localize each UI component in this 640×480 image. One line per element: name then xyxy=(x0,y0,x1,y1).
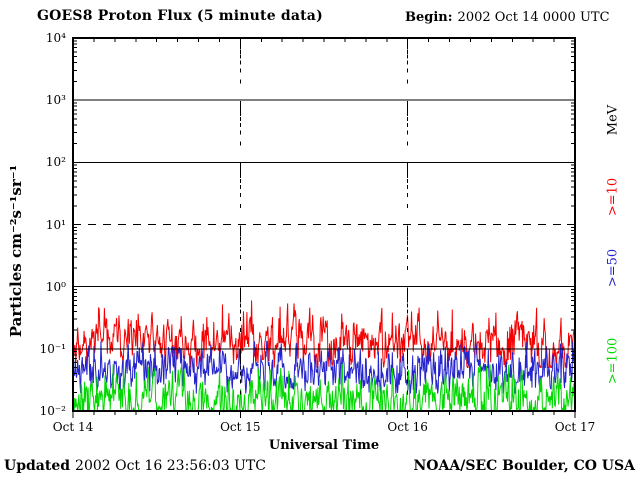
y-tick-label: 10⁻¹ xyxy=(39,341,66,356)
y-tick-label: 10⁻² xyxy=(39,404,66,418)
legend-units-label: MeV xyxy=(605,104,621,136)
begin-timestamp: Begin: 2002 Oct 14 0000 UTC xyxy=(405,10,610,25)
x-tick-label: Oct 15 xyxy=(220,420,261,434)
y-tick-label: 10⁰ xyxy=(45,279,66,294)
y-tick-label: 10² xyxy=(45,155,66,170)
legend-ge10-label: >=10 xyxy=(605,177,621,217)
series-line-gege50 xyxy=(72,340,576,394)
begin-value: 2002 Oct 14 0000 UTC xyxy=(457,10,610,25)
chart-title: GOES8 Proton Flux (5 minute data) xyxy=(37,8,323,24)
y-tick-label: 10¹ xyxy=(45,217,66,232)
series-line-gege10 xyxy=(72,300,576,368)
updated-label: Updated xyxy=(4,458,71,474)
x-tick-label: Oct 14 xyxy=(52,420,94,434)
credit-text: NOAA/SEC Boulder, CO USA xyxy=(413,458,636,474)
plot-border xyxy=(72,37,576,412)
y-tick-label: 10⁴ xyxy=(45,31,66,45)
begin-label: Begin: xyxy=(405,10,453,25)
x-tick-label: Oct 16 xyxy=(387,420,428,434)
updated-timestamp: Updated 2002 Oct 16 23:56:03 UTC xyxy=(4,458,266,474)
x-axis-title: Universal Time xyxy=(268,438,380,453)
x-tick-label: Oct 17 xyxy=(554,420,596,434)
updated-value: 2002 Oct 16 23:56:03 UTC xyxy=(75,458,266,474)
y-tick-label: 10³ xyxy=(45,93,66,108)
legend-ge50-label: >=50 xyxy=(605,248,621,288)
series-line-gege100 xyxy=(73,363,576,413)
legend-ge100-label: >=100 xyxy=(605,337,621,385)
